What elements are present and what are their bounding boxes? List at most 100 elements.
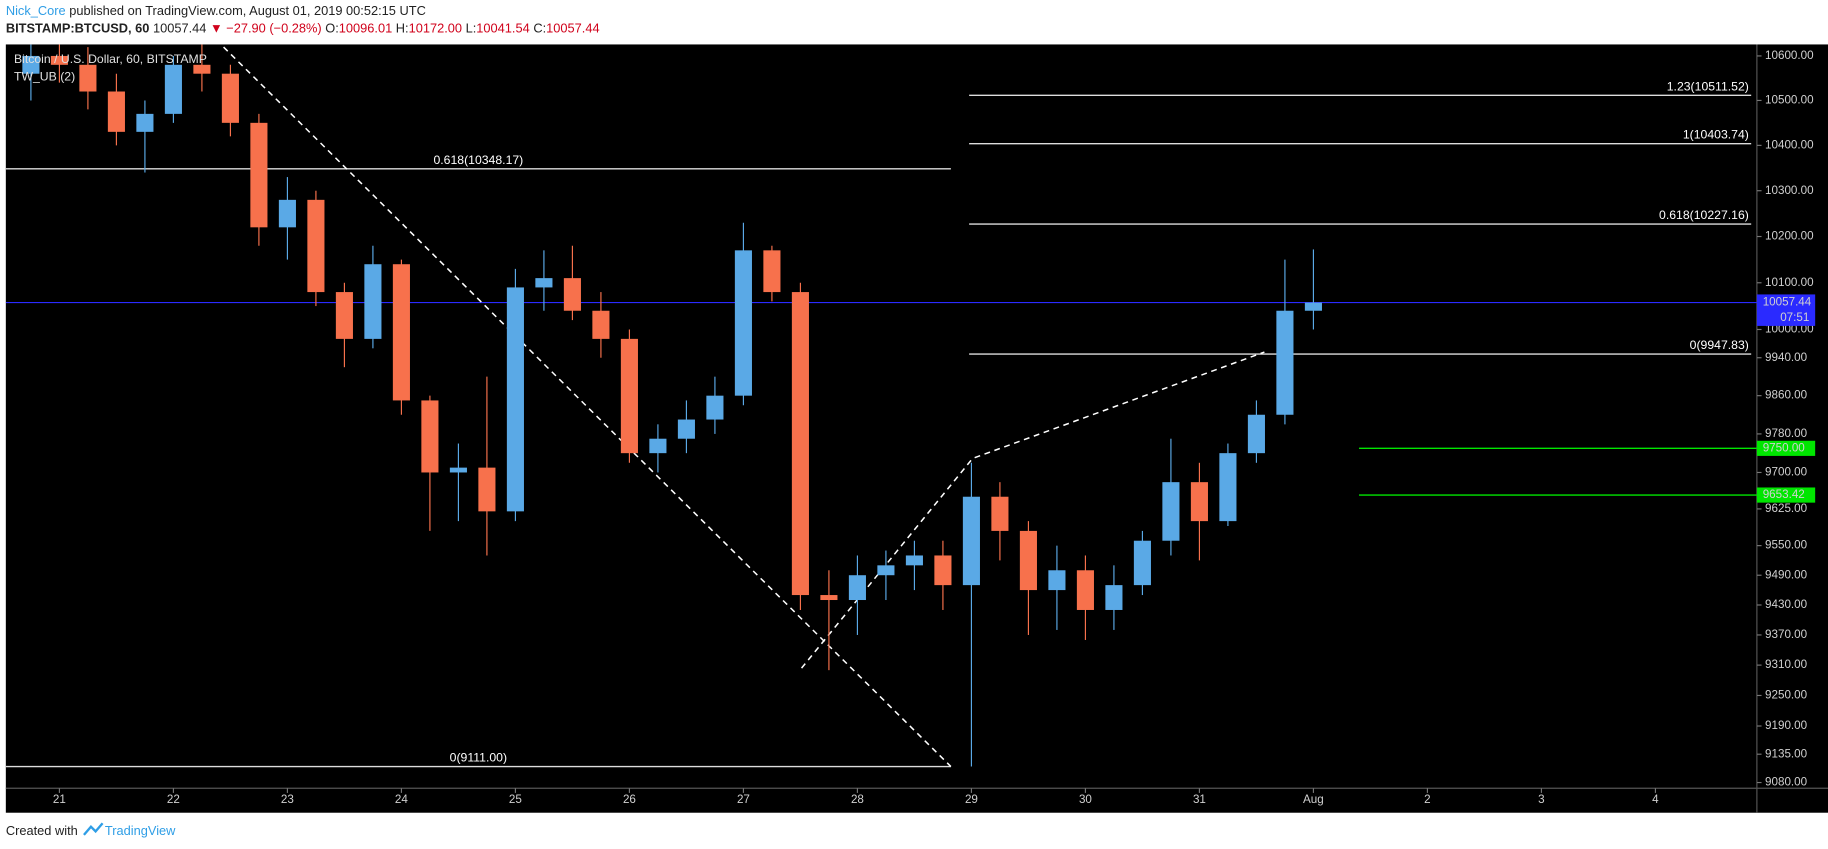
candle-body [962, 496, 980, 586]
ohlc-value: 10041.54 [476, 21, 529, 36]
plot-area: 0.618(10348.17) 0(9111.00) 1.23(10511.52) 1… [5, 44, 1757, 768]
x-tick-label: 26 [623, 793, 636, 806]
x-tick-label: 3 [1538, 793, 1544, 806]
axes: 10600.00 10500.00 10400.00 10300.00 10200.00… [53, 49, 1816, 806]
candle-body [392, 264, 410, 401]
candle-body [421, 400, 439, 473]
candle-body [991, 496, 1009, 531]
x-tick-label: 27 [737, 793, 750, 806]
ohlc-label: L: [466, 21, 477, 36]
footer-text: Created with [6, 823, 78, 838]
level-tag [1756, 487, 1816, 503]
candle-body [1019, 530, 1037, 591]
fib-label: 0.618(10227.16) [1659, 208, 1749, 222]
candle-body [1190, 482, 1208, 522]
candle-body [734, 250, 752, 396]
ohlc-label: O: [325, 21, 339, 36]
candle-body [1076, 570, 1094, 610]
last-price: 10057.44 [153, 21, 206, 36]
y-tick-label: 9135.00 [1765, 747, 1808, 760]
trend-line [800, 351, 1265, 669]
ohlc-label: H: [396, 21, 409, 36]
y-tick-label: 10400.00 [1765, 138, 1814, 151]
x-tick-label: 29 [965, 793, 978, 806]
candle-body [905, 555, 923, 566]
candle-body [164, 64, 182, 114]
change: ▼ −27.90 (−0.28%) [210, 21, 322, 36]
fib-label: 0.618(10348.17) [433, 153, 523, 167]
candle-body [848, 575, 866, 601]
x-tick-label: 25 [509, 793, 522, 806]
ohlc-value: 10172.00 [409, 21, 462, 36]
publish-line: Nick_Core published on TradingView.com, … [6, 3, 426, 18]
chart-title: Bitcoin / U.S. Dollar, 60, BITSTAMP [14, 52, 207, 66]
y-tick-label: 9310.00 [1765, 658, 1808, 671]
candle-body [934, 555, 952, 586]
y-tick-label: 9700.00 [1765, 466, 1808, 479]
fib-label: 1.23(10511.52) [1667, 79, 1749, 93]
ohlc-value: 10096.01 [339, 21, 392, 36]
x-tick-label: 30 [1079, 793, 1092, 806]
candle-body [1133, 540, 1151, 586]
y-tick-label: 9250.00 [1765, 689, 1808, 702]
candle-body [1162, 482, 1180, 541]
candle-body [449, 467, 467, 473]
y-tick-label: 9190.00 [1765, 719, 1808, 732]
candle-body [1105, 585, 1123, 610]
level-tag-label: 9653.42 [1763, 488, 1805, 501]
candle-body [535, 278, 553, 288]
candle-body [706, 395, 724, 420]
y-tick-label: 9940.00 [1765, 351, 1808, 364]
x-tick-label: 4 [1652, 793, 1659, 806]
x-tick-label: 21 [53, 793, 66, 806]
candle-body [307, 199, 325, 293]
x-tick-label: 24 [395, 793, 408, 806]
candle-body [763, 250, 781, 293]
x-tick-label: 2 [1424, 793, 1430, 806]
candle-body [1276, 310, 1294, 415]
x-tick-label: 31 [1193, 793, 1206, 806]
trend-line [223, 46, 952, 768]
symbol-line: BITSTAMP:BTCUSD, 60 10057.44 ▼ −27.90 (−… [6, 21, 600, 36]
candle-body [1247, 414, 1265, 454]
y-tick-label: 10100.00 [1765, 276, 1814, 289]
candle-body [563, 278, 581, 311]
author[interactable]: Nick_Core [6, 3, 66, 18]
candle-body [136, 113, 154, 132]
level-tag-label: 9750.00 [1763, 441, 1806, 454]
candle-body [278, 199, 296, 228]
candle-body [1048, 570, 1066, 591]
ohlc-value: 10057.44 [546, 21, 599, 36]
candle-body [221, 73, 239, 123]
logo [83, 822, 104, 836]
candle-body [877, 565, 895, 576]
fib-label: 1(10403.74) [1683, 128, 1749, 142]
candle-body [592, 310, 610, 339]
x-tick-label: 23 [281, 793, 294, 806]
x-tick-label: 22 [167, 793, 180, 806]
candle-body [250, 122, 268, 228]
candle-body [50, 55, 68, 65]
y-tick-label: 9490.00 [1765, 568, 1808, 581]
candle-body [335, 292, 353, 339]
y-tick-label: 9625.00 [1765, 502, 1808, 515]
candle-body [107, 91, 125, 132]
footer-brand[interactable]: TradingView [105, 823, 176, 838]
candle-body [506, 287, 524, 512]
y-tick-label: 9370.00 [1765, 628, 1808, 641]
y-tick-label: 10300.00 [1765, 184, 1814, 197]
candle-body [649, 438, 667, 454]
current-price-tag [1756, 294, 1816, 326]
candle-body [1219, 453, 1237, 522]
y-tick-label: 9780.00 [1765, 427, 1808, 440]
chart-background [5, 44, 1828, 813]
y-tick-label: 9430.00 [1765, 598, 1808, 611]
ohlc-label: C: [533, 21, 546, 36]
y-tick-label: 9860.00 [1765, 389, 1808, 402]
candle-body [478, 467, 496, 512]
fib-label: 0(9947.83) [1690, 338, 1749, 352]
candle-body [79, 64, 97, 92]
y-tick-label: 9080.00 [1765, 776, 1808, 789]
